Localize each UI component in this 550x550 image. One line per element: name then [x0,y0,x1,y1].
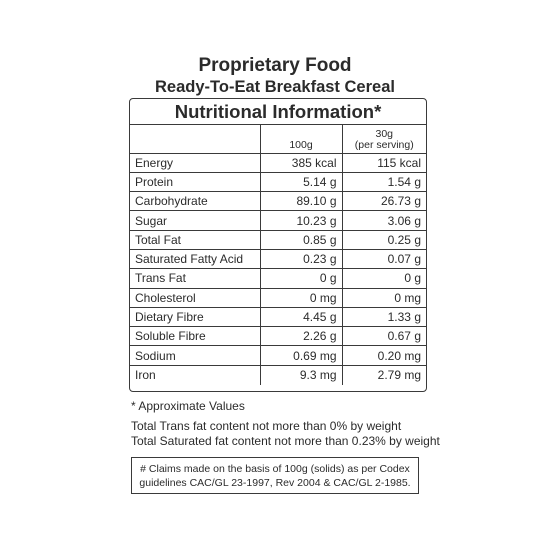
nutrient-name: Dietary Fibre [130,306,261,328]
nutrient-name: Trans Fat [130,268,261,289]
value-per-serving: 0.67 g [341,326,426,347]
nutrient-name: Protein [130,171,261,193]
header-nutrient [130,125,261,154]
trans-fat-note: Total Trans fat content not more than 0%… [131,419,402,433]
table-row: Sugar 10.23 g 3.06 g [130,210,426,231]
nutrient-name: Sodium [130,345,261,366]
table-row: Total Fat 0.85 g 0.25 g [130,229,426,250]
value-per-serving: 0.20 mg [341,345,426,366]
value-per-serving: 115 kcal [341,152,426,173]
value-per-100g: 10.23 g [259,210,343,231]
header-per-serving: 30g (per serving) [341,125,426,154]
header-serving-size: 30g [375,127,394,140]
value-per-serving: 0.25 g [341,229,426,250]
value-per-100g: 0.85 g [259,229,343,250]
table-row: Dietary Fibre 4.45 g 1.33 g [130,306,426,328]
table-row: Soluble Fibre 2.26 g 0.67 g [130,326,426,347]
value-per-100g: 9.3 mg [259,364,343,385]
nutrient-name: Carbohydrate [130,191,261,212]
nutrient-name: Cholesterol [130,287,261,308]
table-row: Protein 5.14 g 1.54 g [130,171,426,193]
value-per-serving: 0.07 g [341,248,426,270]
table-row: Carbohydrate 89.10 g 26.73 g [130,191,426,212]
nutrient-name: Sugar [130,210,261,231]
nutrient-name: Soluble Fibre [130,326,261,347]
value-per-serving: 0 g [341,268,426,289]
table-row: Sodium 0.69 mg 0.20 mg [130,345,426,366]
value-per-100g: 385 kcal [259,152,343,173]
nutrient-name: Energy [130,152,261,173]
table-row: Cholesterol 0 mg 0 mg [130,287,426,308]
header-per-100g-label: 100g [289,138,313,151]
nutrient-name: Saturated Fatty Acid [130,248,261,270]
value-per-serving: 26.73 g [341,191,426,212]
value-per-serving: 2.79 mg [341,364,426,385]
value-per-100g: 2.26 g [259,326,343,347]
header-per-100g: 100g [259,125,343,154]
value-per-100g: 4.45 g [259,306,343,328]
value-per-serving: 0 mg [341,287,426,308]
value-per-100g: 5.14 g [259,171,343,193]
approximate-values-note: * Approximate Values [131,399,245,413]
product-subtitle: Ready-To-Eat Breakfast Cereal [155,78,395,96]
product-title: Proprietary Food [198,55,352,76]
value-per-100g: 0.23 g [259,248,343,270]
nutrition-panel-title: Nutritional Information* [130,99,426,125]
header-serving-note: (per serving) [354,138,414,151]
table-row: Energy 385 kcal 115 kcal [130,152,426,173]
nutrition-panel: Nutritional Information* 100g 30g (per se… [129,98,427,392]
value-per-100g: 89.10 g [259,191,343,212]
table-row: Iron 9.3 mg 2.79 mg [130,364,426,385]
saturated-fat-note: Total Saturated fat content not more tha… [131,434,440,448]
value-per-100g: 0 mg [259,287,343,308]
claims-line-1: # Claims made on the basis of 100g (soli… [140,463,410,475]
table-row: Saturated Fatty Acid 0.23 g 0.07 g [130,248,426,270]
value-per-100g: 0 g [259,268,343,289]
claims-box: # Claims made on the basis of 100g (soli… [131,457,419,494]
table-header-row: 100g 30g (per serving) [130,125,426,154]
nutrient-name: Iron [130,364,261,385]
value-per-serving: 3.06 g [341,210,426,231]
nutrition-table: 100g 30g (per serving) Energy 385 kcal 115 … [130,125,426,385]
value-per-100g: 0.69 mg [259,345,343,366]
claims-line-2: guidelines CAC/GL 23-1997, Rev 2004 & CA… [139,477,411,489]
value-per-serving: 1.33 g [341,306,426,328]
value-per-serving: 1.54 g [341,171,426,193]
nutrient-name: Total Fat [130,229,261,250]
